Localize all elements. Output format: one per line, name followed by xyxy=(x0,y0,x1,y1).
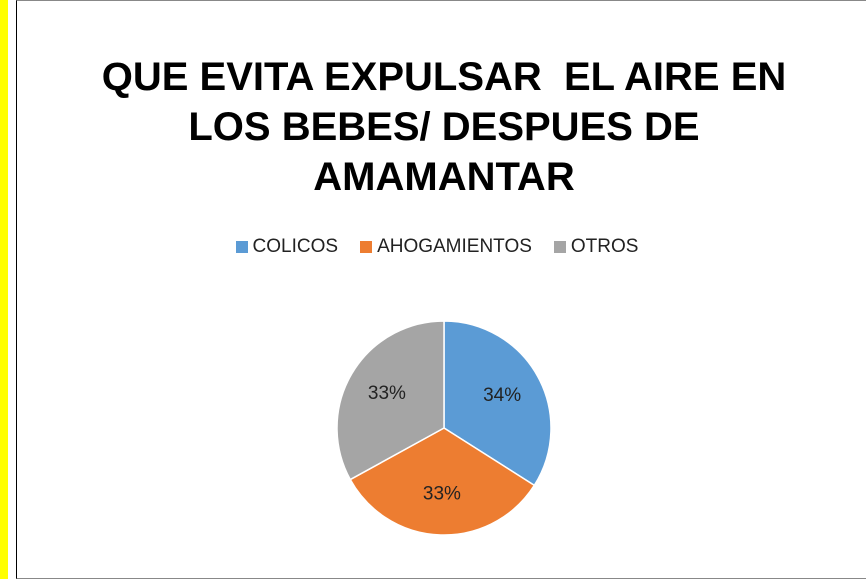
data-label: 33% xyxy=(423,483,461,504)
legend-item: COLICOS xyxy=(235,236,339,258)
legend: COLICOS AHOGAMIENTOS OTROS xyxy=(8,236,866,258)
data-label: 34% xyxy=(483,385,521,406)
legend-swatch xyxy=(553,241,566,253)
legend-label: COLICOS xyxy=(252,236,339,257)
legend-swatch xyxy=(360,241,373,253)
legend-label: AHOGAMIENTOS xyxy=(377,236,532,257)
legend-swatch xyxy=(235,241,248,253)
pie-slice xyxy=(336,320,445,481)
legend-item: OTROS xyxy=(553,236,639,258)
data-label: 33% xyxy=(368,383,406,404)
chart-title: QUE EVITA EXPULSAR EL AIRE EN LOS BEBES/… xyxy=(101,55,798,199)
legend-label: OTROS xyxy=(570,236,639,257)
legend-item: AHOGAMIENTOS xyxy=(360,236,532,258)
